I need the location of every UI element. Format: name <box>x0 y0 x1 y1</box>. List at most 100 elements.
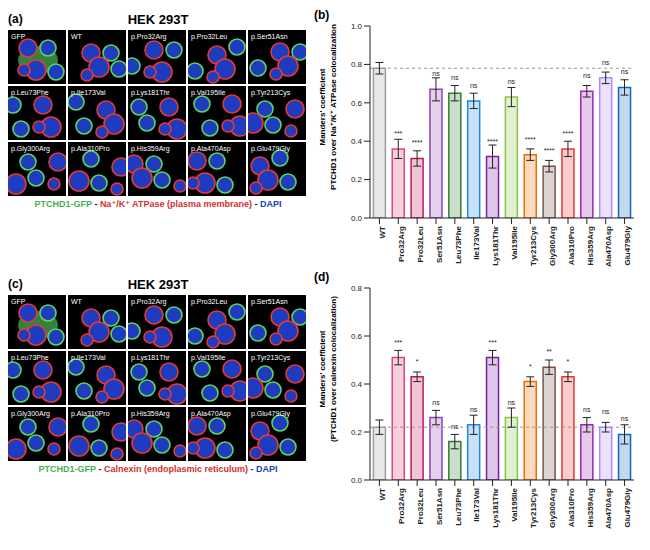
svg-text:p.Leu73Phe: p.Leu73Phe <box>11 89 49 97</box>
svg-text:p.Val195Ile: p.Val195Ile <box>191 354 226 362</box>
svg-text:ns: ns <box>470 82 478 89</box>
svg-text:Leu73Phe: Leu73Phe <box>454 225 463 263</box>
svg-text:p.Ala470Asp: p.Ala470Asp <box>191 145 231 153</box>
svg-text:ns: ns <box>508 399 516 406</box>
svg-text:GFP: GFP <box>11 298 26 305</box>
svg-text:ns: ns <box>432 70 440 77</box>
svg-text:Pro32Arg: Pro32Arg <box>397 226 406 262</box>
svg-text:p.Gly300Arg: p.Gly300Arg <box>11 145 50 153</box>
svg-text:0.0: 0.0 <box>351 476 363 485</box>
svg-text:Ala470Asp: Ala470Asp <box>604 226 613 267</box>
svg-text:****: **** <box>487 138 498 145</box>
svg-text:*: * <box>416 358 419 365</box>
svg-text:0.2: 0.2 <box>351 428 363 437</box>
svg-text:p.Pro32Leu: p.Pro32Leu <box>191 33 227 41</box>
svg-text:Ser51Asn: Ser51Asn <box>435 488 444 525</box>
svg-text:p.Ala310Pro: p.Ala310Pro <box>71 410 110 418</box>
svg-text:p.Ser51Asn: p.Ser51Asn <box>251 298 288 306</box>
svg-text:Pro32Leu: Pro32Leu <box>416 488 425 525</box>
svg-text:Ala310Pro: Ala310Pro <box>567 488 576 527</box>
svg-text:0.4: 0.4 <box>351 380 363 389</box>
svg-text:p.His359Arg: p.His359Arg <box>131 410 170 418</box>
svg-text:p.Ser51Asn: p.Ser51Asn <box>251 33 288 41</box>
svg-text:ns: ns <box>583 72 591 79</box>
svg-text:p.Gly300Arg: p.Gly300Arg <box>11 410 50 418</box>
html-text:(a): (a) <box>8 12 23 26</box>
svg-text:Ile173Val: Ile173Val <box>472 226 481 260</box>
svg-text:Tyr213Cys: Tyr213Cys <box>529 487 538 527</box>
svg-text:0.8: 0.8 <box>351 60 363 69</box>
svg-text:p.Pro32Leu: p.Pro32Leu <box>191 298 227 306</box>
svg-text:p.Tyr213Cys: p.Tyr213Cys <box>251 89 291 97</box>
svg-text:WT: WT <box>71 33 83 40</box>
svg-text:p.Pro32Arg: p.Pro32Arg <box>131 33 167 41</box>
svg-text:ns: ns <box>583 406 591 413</box>
svg-text:p.Ala310Pro: p.Ala310Pro <box>71 145 110 153</box>
svg-text:p.Ala470Asp: p.Ala470Asp <box>191 410 231 418</box>
svg-text:Pro32Leu: Pro32Leu <box>416 226 425 263</box>
html-text:HEK 293T: HEK 293T <box>127 277 189 292</box>
svg-text:p.His359Arg: p.His359Arg <box>131 145 170 153</box>
svg-text:ns: ns <box>621 415 629 422</box>
html-text:(b): (b) <box>314 8 330 22</box>
svg-text:*: * <box>529 363 532 370</box>
svg-text:Gly300Arg: Gly300Arg <box>548 488 557 528</box>
svg-text:p.Pro32Arg: p.Pro32Arg <box>131 298 167 306</box>
svg-text:Ile173Val: Ile173Val <box>472 488 481 522</box>
svg-text:ns: ns <box>508 78 516 85</box>
svg-text:ns: ns <box>602 408 610 415</box>
svg-text:ns: ns <box>451 74 459 81</box>
svg-text:Glu479Gly: Glu479Gly <box>623 487 632 527</box>
svg-text:0.2: 0.2 <box>351 175 363 184</box>
svg-text:p.Tyr213Cys: p.Tyr213Cys <box>251 354 291 362</box>
svg-text:**: ** <box>546 348 552 355</box>
svg-text:Val195Ile: Val195Ile <box>510 225 519 259</box>
html-text:HEK 293T: HEK 293T <box>127 12 189 27</box>
svg-text:****: **** <box>525 136 536 143</box>
svg-text:Lys181Thr: Lys181Thr <box>491 226 500 266</box>
svg-text:Val195Ile: Val195Ile <box>510 487 519 521</box>
svg-text:GFP: GFP <box>11 33 26 40</box>
svg-text:Gly300Arg: Gly300Arg <box>548 226 557 266</box>
svg-text:p.Glu479Gly: p.Glu479Gly <box>251 145 290 153</box>
svg-text:ns: ns <box>451 423 459 430</box>
svg-text:WT: WT <box>71 298 83 305</box>
svg-text:****: **** <box>563 130 574 137</box>
svg-text:Ala310Pro: Ala310Pro <box>567 226 576 265</box>
svg-text:***: *** <box>488 339 496 346</box>
svg-text:His359Arg: His359Arg <box>586 488 595 528</box>
svg-text:***: *** <box>394 339 402 346</box>
svg-text:****: **** <box>544 147 555 154</box>
svg-text:Ser51Asn: Ser51Asn <box>435 226 444 263</box>
svg-text:ns: ns <box>602 59 610 66</box>
svg-text:*: * <box>567 358 570 365</box>
svg-text:Pro32Arg: Pro32Arg <box>397 488 406 524</box>
svg-text:p.Lys181Thr: p.Lys181Thr <box>131 89 170 97</box>
svg-text:Tyr213Cys: Tyr213Cys <box>529 225 538 265</box>
svg-text:***: *** <box>394 130 402 137</box>
svg-text:0.8: 0.8 <box>351 284 363 293</box>
svg-text:ns: ns <box>470 406 478 413</box>
svg-text:WT: WT <box>378 488 387 501</box>
svg-text:****: **** <box>412 139 423 146</box>
svg-text:p.Ile173Val: p.Ile173Val <box>71 354 106 362</box>
svg-text:0.6: 0.6 <box>351 99 363 108</box>
svg-text:Ala470Asp: Ala470Asp <box>604 488 613 529</box>
svg-text:Lys181Thr: Lys181Thr <box>491 488 500 528</box>
svg-text:p.Leu73Phe: p.Leu73Phe <box>11 354 49 362</box>
svg-text:ns: ns <box>621 68 629 75</box>
html-text:(c): (c) <box>8 277 23 291</box>
svg-text:Leu73Phe: Leu73Phe <box>454 487 463 525</box>
svg-text:p.Ile173Val: p.Ile173Val <box>71 89 106 97</box>
svg-text:1.0: 1.0 <box>351 22 363 31</box>
svg-text:p.Glu479Gly: p.Glu479Gly <box>251 410 290 418</box>
svg-text:p.Val195Ile: p.Val195Ile <box>191 89 226 97</box>
svg-text:0.0: 0.0 <box>351 214 363 223</box>
svg-text:WT: WT <box>378 226 387 239</box>
svg-text:ns: ns <box>432 399 440 406</box>
svg-text:His359Arg: His359Arg <box>586 226 595 266</box>
svg-text:0.6: 0.6 <box>351 332 363 341</box>
svg-text:0.4: 0.4 <box>351 137 363 146</box>
svg-text:Glu479Gly: Glu479Gly <box>623 225 632 265</box>
svg-text:p.Lys181Thr: p.Lys181Thr <box>131 354 170 362</box>
